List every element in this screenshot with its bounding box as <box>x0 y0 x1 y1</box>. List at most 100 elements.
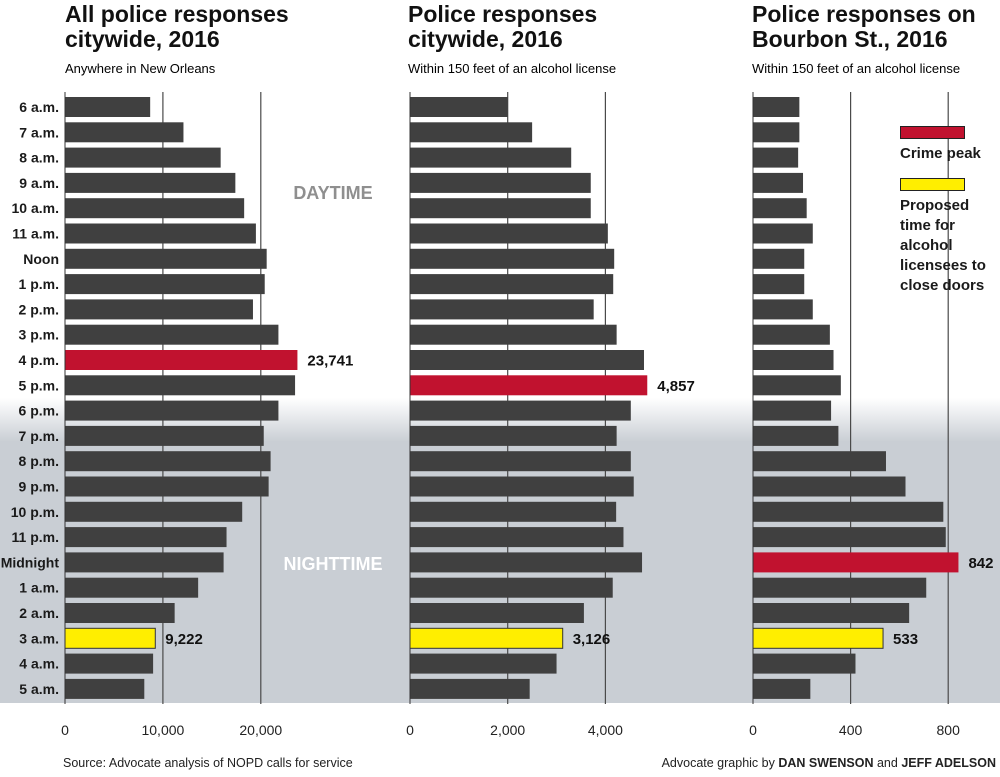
bar-citywide-all-11-p-m <box>65 527 227 548</box>
bar-citywide-alcohol-10-a-m <box>410 198 591 219</box>
chart-subtitle-bourbon: Within 150 feet of an alcohol license <box>752 61 961 76</box>
category-label-1-p-m: 1 p.m. <box>19 276 59 292</box>
bar-citywide-alcohol-midnight <box>410 552 643 573</box>
bar-citywide-alcohol-4-a-m <box>410 653 557 674</box>
bar-bourbon-2-p-m <box>753 299 813 320</box>
bar-bourbon-midnight <box>753 552 959 573</box>
category-label-11-a-m: 11 a.m. <box>12 226 59 242</box>
category-label-6-p-m: 6 p.m. <box>19 403 59 419</box>
data-label-citywide-alcohol-5-p-m: 4,857 <box>657 378 695 395</box>
daytime-label: DAYTIME <box>293 183 372 203</box>
category-label-8-a-m: 8 a.m. <box>19 150 59 166</box>
bar-bourbon-2-a-m <box>753 603 910 623</box>
bar-citywide-all-10-p-m <box>65 501 243 522</box>
data-label-citywide-all-4-p-m: 23,741 <box>307 353 353 370</box>
category-label-10-a-m: 10 a.m. <box>12 200 59 216</box>
tick-label-citywide-alcohol-0: 0 <box>406 722 414 738</box>
bar-bourbon-9-p-m <box>753 476 906 497</box>
category-label-11-p-m: 11 p.m. <box>12 529 59 545</box>
source-note: Source: Advocate analysis of NOPD calls … <box>63 756 353 770</box>
category-label-6-a-m: 6 a.m. <box>19 99 59 115</box>
category-label-9-p-m: 9 p.m. <box>19 479 59 495</box>
bar-bourbon-1-a-m <box>753 577 927 598</box>
category-label-7-a-m: 7 a.m. <box>19 124 59 140</box>
bar-citywide-all-10-a-m <box>65 198 245 219</box>
nighttime-label: NIGHTTIME <box>284 554 383 574</box>
chart-title-citywide-all: All police responses citywide, 2016 <box>65 1 289 52</box>
bar-bourbon-8-a-m <box>753 147 799 168</box>
chart-subtitle-citywide-alcohol: Within 150 feet of an alcohol license <box>408 61 617 76</box>
bar-citywide-alcohol-11-p-m <box>410 527 624 548</box>
bar-citywide-alcohol-1-p-m <box>410 274 614 295</box>
category-label-midnight: Midnight <box>1 554 60 570</box>
bar-bourbon-11-a-m <box>753 223 813 244</box>
legend-swatch-proposed-closing <box>900 178 965 191</box>
category-label-7-p-m: 7 p.m. <box>19 428 59 444</box>
bar-citywide-alcohol-8-a-m <box>410 147 572 168</box>
legend-label-proposed-closing: Proposed time for alcohol licensees to c… <box>900 197 986 294</box>
bar-bourbon-11-p-m <box>753 527 946 548</box>
bar-citywide-all-5-p-m <box>65 375 296 396</box>
bar-bourbon-5-a-m <box>753 678 811 699</box>
bar-citywide-alcohol-7-p-m <box>410 425 617 446</box>
bar-bourbon-8-p-m <box>753 451 886 472</box>
bar-bourbon-3-p-m <box>753 324 830 345</box>
bar-citywide-all-4-p-m <box>65 350 298 370</box>
bar-citywide-all-1-p-m <box>65 274 265 295</box>
data-label-bourbon-3-a-m: 533 <box>893 631 918 648</box>
bar-citywide-alcohol-8-p-m <box>410 451 631 472</box>
bar-citywide-all-9-a-m <box>65 172 236 193</box>
tick-label-citywide-alcohol-2: 4,000 <box>588 722 623 738</box>
bar-bourbon-7-a-m <box>753 122 800 143</box>
legend-label-crime-peak: Crime peak <box>900 145 981 162</box>
bar-citywide-alcohol-2-a-m <box>410 603 584 623</box>
bar-citywide-alcohol-noon <box>410 248 615 269</box>
bar-citywide-alcohol-6-p-m <box>410 400 631 421</box>
tick-label-citywide-all-1: 10,000 <box>141 722 184 738</box>
bar-citywide-all-6-a-m <box>65 97 151 117</box>
tick-label-bourbon-0: 0 <box>749 722 757 738</box>
bar-citywide-all-9-p-m <box>65 476 269 497</box>
bar-citywide-all-7-a-m <box>65 122 184 143</box>
chart-subtitle-citywide-all: Anywhere in New Orleans <box>65 61 216 76</box>
bar-citywide-all-5-a-m <box>65 678 145 699</box>
bar-citywide-alcohol-10-p-m <box>410 501 617 522</box>
bar-bourbon-6-a-m <box>753 97 800 117</box>
bar-citywide-all-midnight <box>65 552 224 573</box>
data-label-citywide-all-3-a-m: 9,222 <box>165 631 203 648</box>
category-label-2-a-m: 2 a.m. <box>19 605 59 621</box>
bar-bourbon-7-p-m <box>753 425 839 446</box>
bar-citywide-alcohol-7-a-m <box>410 122 533 143</box>
credit-joiner: and <box>873 756 902 770</box>
tick-label-bourbon-1: 400 <box>839 722 863 738</box>
bar-citywide-alcohol-9-a-m <box>410 172 591 193</box>
bar-citywide-all-4-a-m <box>65 653 154 674</box>
tick-label-bourbon-2: 800 <box>937 722 961 738</box>
bar-bourbon-9-a-m <box>753 172 804 193</box>
data-label-bourbon-midnight: 842 <box>968 555 993 572</box>
category-label-5-p-m: 5 p.m. <box>19 377 59 393</box>
bar-citywide-alcohol-5-p-m <box>410 375 648 396</box>
bar-citywide-all-11-a-m <box>65 223 256 244</box>
bar-citywide-all-7-p-m <box>65 425 264 446</box>
category-label-2-p-m: 2 p.m. <box>19 301 59 317</box>
bar-citywide-alcohol-9-p-m <box>410 476 634 497</box>
bar-citywide-alcohol-4-p-m <box>410 350 644 370</box>
bar-bourbon-1-p-m <box>753 274 805 295</box>
category-label-5-a-m: 5 a.m. <box>19 681 59 697</box>
tick-label-citywide-all-2: 20,000 <box>239 722 282 738</box>
bar-bourbon-5-p-m <box>753 375 841 396</box>
plot-citywide-alcohol: 4,857 3,126 0 2,000 4,000 <box>406 92 695 738</box>
bar-bourbon-4-p-m <box>753 350 834 370</box>
bar-citywide-alcohol-3-p-m <box>410 324 617 345</box>
bar-bourbon-10-p-m <box>753 501 944 522</box>
legend-swatch-crime-peak <box>900 126 965 139</box>
bar-citywide-alcohol-11-a-m <box>410 223 608 244</box>
category-label-10-p-m: 10 p.m. <box>11 504 59 520</box>
plot-bourbon: 842 533 0 400 800 <box>749 92 993 738</box>
graphic-credit: Advocate graphic by DAN SWENSON and JEFF… <box>662 756 996 770</box>
legend: Crime peak Proposed time for alcohol lic… <box>900 126 996 296</box>
chart-title-citywide-alcohol: Police responses citywide, 2016 <box>408 1 598 52</box>
